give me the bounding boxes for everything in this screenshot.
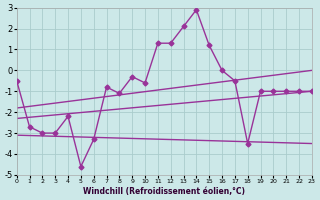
X-axis label: Windchill (Refroidissement éolien,°C): Windchill (Refroidissement éolien,°C) xyxy=(83,187,245,196)
